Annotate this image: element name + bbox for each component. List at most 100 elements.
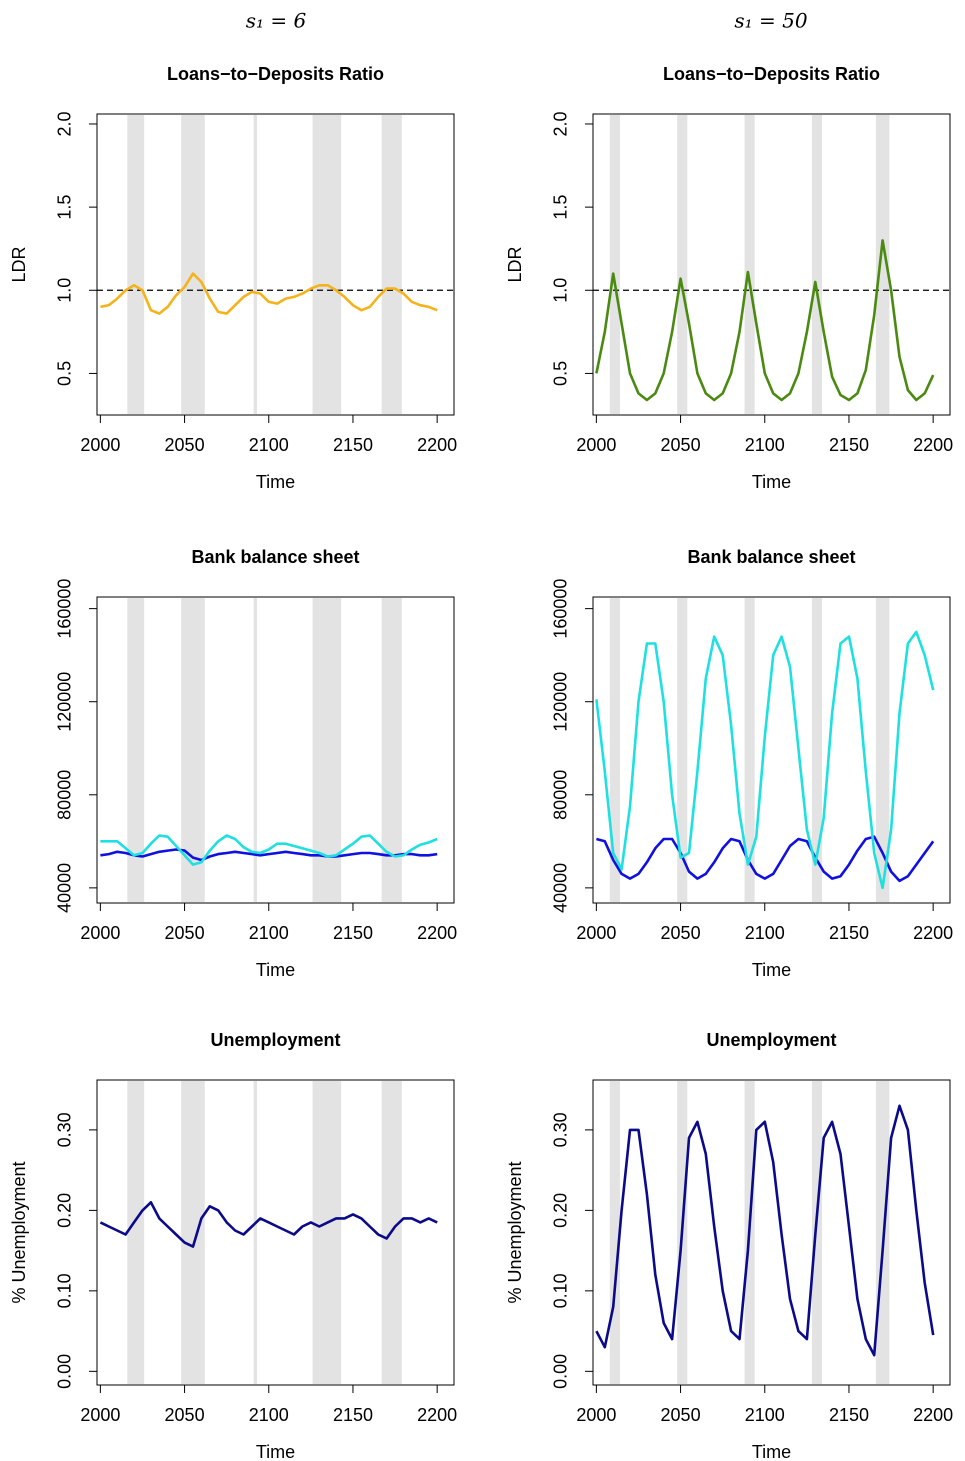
shaded-region [312,115,342,414]
y-tick-label: 0.30 [551,1112,571,1147]
x-axis-label: Time [752,472,791,492]
y-axis-label: LDR [505,246,525,282]
shaded-region [811,598,823,902]
column-title: s₁ = 6 [246,9,307,33]
shaded-region [875,1081,890,1384]
y-tick-label: 1.0 [55,278,75,303]
y-tick-label: 0.20 [551,1193,571,1228]
shaded-region [312,1081,342,1384]
shaded-region [181,598,205,902]
shaded-region [875,598,890,902]
y-tick-label: 0.00 [55,1354,75,1389]
x-tick-label: 2000 [80,923,120,943]
x-tick-label: 2200 [417,923,457,943]
chart-title: Bank balance sheet [687,547,855,567]
shaded-region [253,115,257,414]
shaded-region [744,115,755,414]
y-tick-label: 120000 [55,672,75,732]
y-tick-label: 40000 [551,863,571,913]
shaded-region [811,1081,823,1384]
x-tick-label: 2050 [661,923,701,943]
shaded-region [253,598,257,902]
shaded-region [253,1081,257,1384]
shaded-region [875,115,890,414]
x-tick-label: 2100 [745,923,785,943]
series-line [100,848,438,862]
chart-title: Unemployment [210,1030,340,1050]
series-line [100,272,438,315]
plot-frame [592,1079,951,1386]
x-tick-label: 2150 [829,435,869,455]
shaded-region [381,598,402,902]
x-tick-label: 2000 [80,1405,120,1425]
chart-title: Bank balance sheet [191,547,359,567]
chart-title: Loans−to−Deposits Ratio [663,64,880,84]
y-tick-label: 0.30 [55,1112,75,1147]
shaded-region [127,1081,145,1384]
series-line [99,1201,438,1248]
y-tick-label: 0.00 [551,1354,571,1389]
y-tick-label: 1.0 [551,278,571,303]
x-tick-label: 2100 [249,1405,289,1425]
chart-title: Loans−to−Deposits Ratio [167,64,384,84]
y-axis-label: LDR [9,246,29,282]
y-tick-label: 160000 [551,579,571,639]
shaded-region [811,115,823,414]
x-tick-label: 2000 [576,923,616,943]
y-tick-label: 40000 [55,863,75,913]
x-tick-label: 2200 [913,923,953,943]
y-tick-label: 120000 [551,672,571,732]
shaded-region [127,598,145,902]
x-tick-label: 2050 [661,1405,701,1425]
y-tick-label: 1.5 [551,195,571,220]
x-tick-label: 2050 [165,923,205,943]
y-tick-label: 0.20 [55,1193,75,1228]
x-tick-label: 2200 [417,1405,457,1425]
y-tick-label: 160000 [55,579,75,639]
shaded-region [609,115,620,414]
y-tick-label: 0.5 [55,361,75,386]
series-line [595,239,935,402]
y-tick-label: 80000 [55,770,75,820]
x-tick-label: 2000 [576,1405,616,1425]
y-tick-label: 1.5 [55,195,75,220]
shaded-region [181,1081,205,1384]
shaded-region [609,598,620,902]
x-tick-label: 2100 [249,435,289,455]
y-tick-label: 0.5 [551,361,571,386]
x-tick-label: 2000 [80,435,120,455]
x-tick-label: 2000 [576,435,616,455]
shaded-region [677,598,688,902]
shaded-region [744,598,755,902]
x-axis-label: Time [256,472,295,492]
series-line [595,1104,935,1357]
x-axis-label: Time [752,960,791,980]
y-axis-label: % Unemployment [9,1161,29,1303]
x-tick-label: 2150 [333,923,373,943]
shaded-region [677,115,688,414]
y-tick-label: 80000 [551,770,571,820]
chart-title: Unemployment [706,1030,836,1050]
x-tick-label: 2150 [829,923,869,943]
x-axis-label: Time [752,1442,791,1461]
x-tick-label: 2200 [417,435,457,455]
series-line [596,835,935,883]
column-title: s₁ = 50 [734,9,807,33]
x-axis-label: Time [256,1442,295,1461]
plot-frame [592,113,951,416]
x-tick-label: 2100 [745,435,785,455]
x-axis-label: Time [256,960,295,980]
x-tick-label: 2100 [249,923,289,943]
shaded-region [609,1081,620,1384]
y-tick-label: 2.0 [551,111,571,136]
y-tick-label: 0.10 [551,1273,571,1308]
shaded-region [381,115,402,414]
x-tick-label: 2200 [913,435,953,455]
shaded-region [181,115,205,414]
x-tick-label: 2150 [333,1405,373,1425]
x-tick-label: 2100 [745,1405,785,1425]
series-line [100,834,438,866]
y-tick-label: 2.0 [55,111,75,136]
